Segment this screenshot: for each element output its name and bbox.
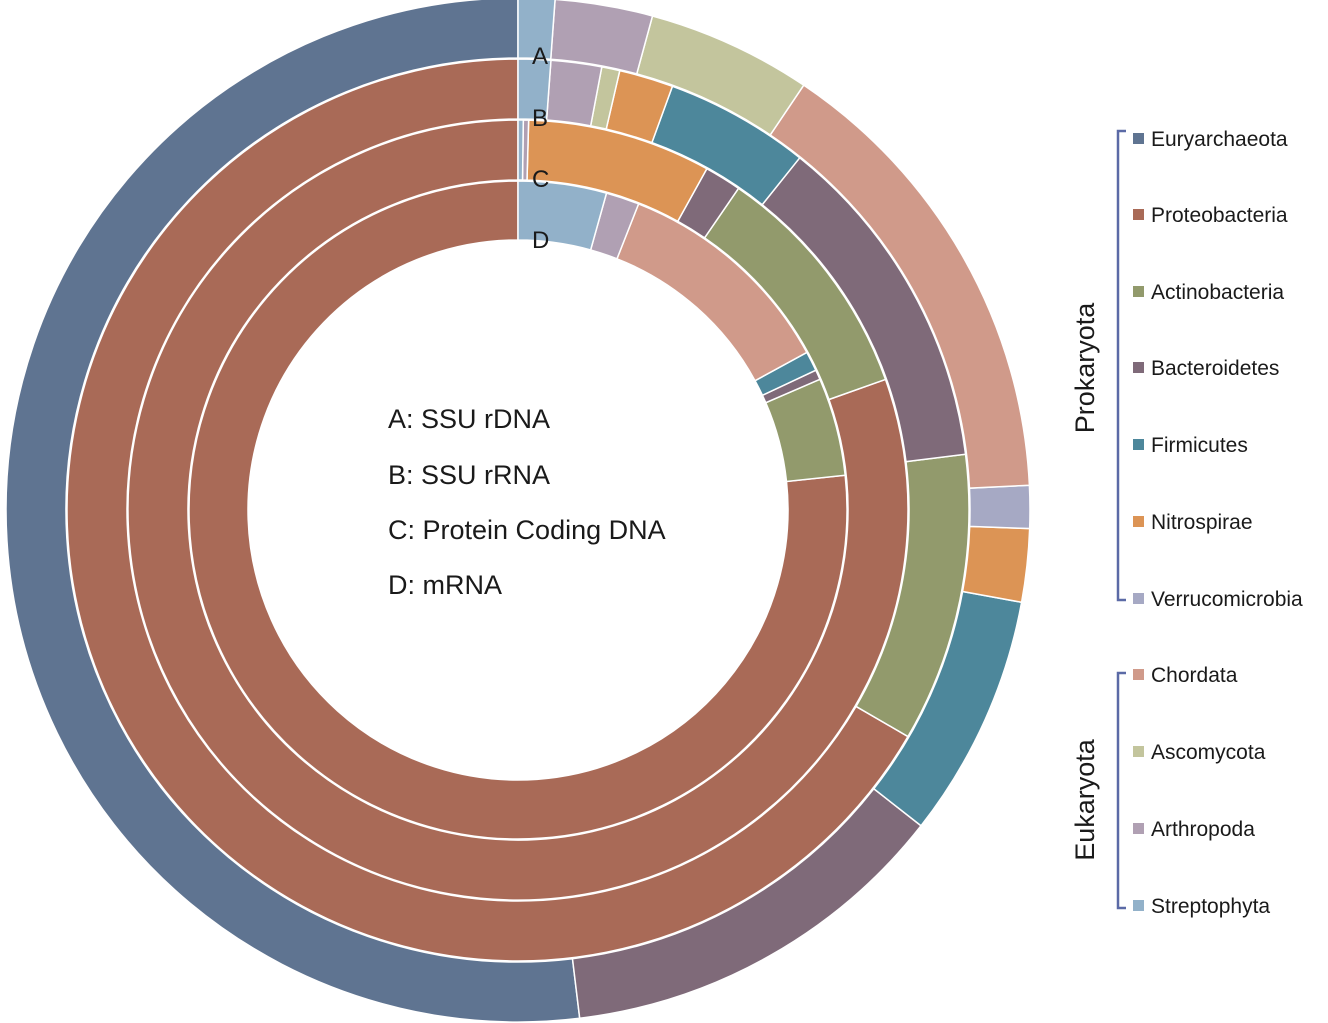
donut-rings	[5, 0, 1031, 1023]
ring-label-d: D	[532, 227, 549, 254]
legend-swatch-firmicutes	[1133, 439, 1144, 450]
center-line-a: A: SSU rDNA	[388, 404, 550, 434]
center-line-b: B: SSU rRNA	[388, 460, 550, 490]
ring-label-c: C	[532, 166, 549, 193]
ring-b-segment-streptophyta	[517, 58, 552, 121]
legend-label-firmicutes: Firmicutes	[1151, 434, 1248, 457]
center-line-c: C: Protein Coding DNA	[388, 515, 666, 545]
legend-label-bacteroidetes: Bacteroidetes	[1151, 357, 1279, 380]
center-text: A: SSU rDNA B: SSU rRNA C: Protein Codin…	[388, 404, 666, 600]
legend-swatch-nitrospirae	[1133, 516, 1144, 527]
ring-d-segment-streptophyta	[517, 180, 608, 251]
legend-label-actinobacteria: Actinobacteria	[1151, 281, 1284, 304]
ring-c-segment-streptophyta	[517, 119, 525, 181]
legend-swatch-actinobacteria	[1133, 286, 1144, 297]
legend-label-arthropoda: Arthropoda	[1151, 818, 1255, 841]
legend-swatch-bacteroidetes	[1133, 362, 1144, 373]
ring-b-segment-proteobacteria	[66, 58, 909, 962]
ring-labels: A B C D	[532, 43, 549, 254]
prokaryota-bracket	[1116, 129, 1126, 602]
ring-a-segment-nitrospirae	[961, 525, 1031, 604]
ring-label-a: A	[532, 43, 548, 70]
legend-swatch-ascomycota	[1133, 746, 1144, 757]
legend-label-euryarchaeota: Euryarchaeota	[1151, 128, 1288, 151]
legend-swatch-chordata	[1133, 669, 1144, 680]
legend-label-chordata: Chordata	[1151, 664, 1238, 687]
ring-d-segment-proteobacteria	[188, 180, 848, 840]
legend-swatch-streptophyta	[1133, 900, 1144, 911]
center-line-d: D: mRNA	[388, 570, 502, 600]
legend-swatch-verrucomicrobia	[1133, 593, 1144, 604]
legend-label-nitrospirae: Nitrospirae	[1151, 511, 1253, 534]
ring-a-segment-verrucomicrobia	[968, 484, 1031, 530]
legend: Prokaryota Eukaryota Euryarchaeota Proteo…	[1070, 128, 1303, 918]
group-label-eukaryota: Eukaryota	[1070, 738, 1100, 861]
legend-label-ascomycota: Ascomycota	[1151, 741, 1266, 764]
eukaryota-bracket	[1116, 671, 1126, 910]
legend-swatch-euryarchaeota	[1133, 133, 1144, 144]
legend-swatch-arthropoda	[1133, 823, 1144, 834]
group-label-prokaryota: Prokaryota	[1070, 302, 1100, 434]
ring-a-segment-streptophyta	[517, 0, 556, 60]
legend-label-proteobacteria: Proteobacteria	[1151, 204, 1288, 227]
ring-c-segment-proteobacteria	[127, 119, 909, 901]
legend-swatch-proteobacteria	[1133, 209, 1144, 220]
legend-label-streptophyta: Streptophyta	[1151, 895, 1270, 918]
ring-label-b: B	[532, 105, 548, 132]
legend-label-verrucomicrobia: Verrucomicrobia	[1151, 588, 1303, 611]
ring-a-segment-euryarchaeota	[5, 0, 581, 1023]
